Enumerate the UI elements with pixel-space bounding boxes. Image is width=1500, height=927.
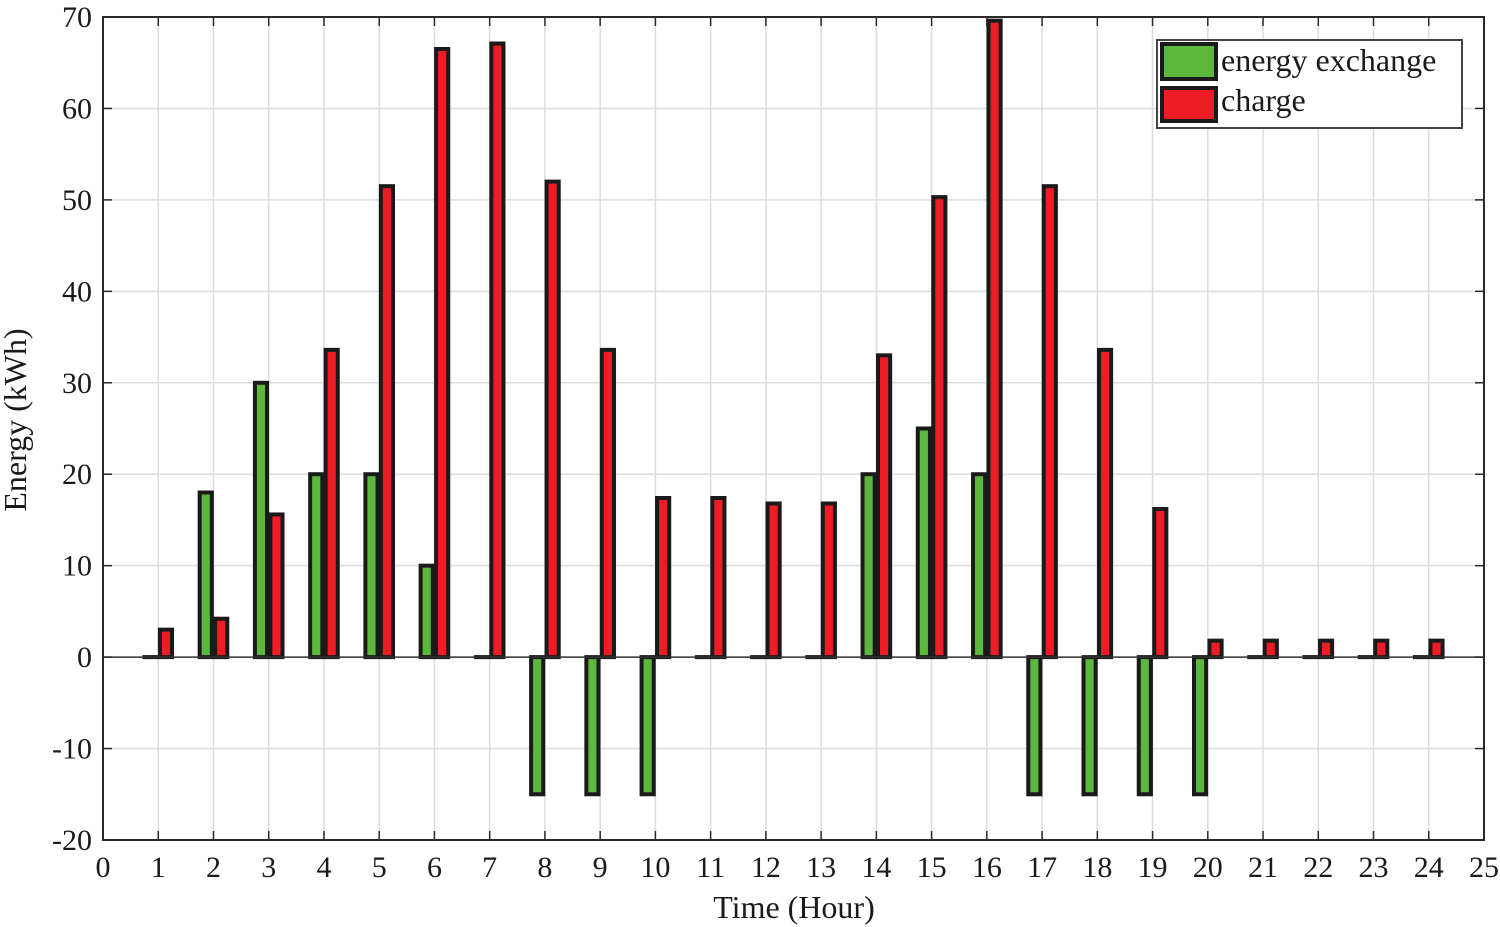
bar-energy-exchange-hour-20 [1191, 655, 1209, 797]
bar-energy-exchange-hour-2 [197, 490, 214, 660]
bar-charge-hour-1 [157, 627, 175, 660]
bar-charge-hour-22 [1317, 638, 1335, 660]
bar-charge-hour-15 [931, 195, 948, 660]
y-tick-label: 60 [62, 92, 92, 125]
bar-charge-hour-23 [1373, 638, 1390, 660]
bar-energy-exchange-hour-16 [971, 472, 988, 660]
bar-charge-hour-5 [378, 184, 396, 660]
grid-lines [102, 16, 1485, 841]
x-axis-label: Time (Hour) [713, 889, 874, 925]
x-tick-label: 7 [482, 851, 497, 884]
legend-label-charge: charge [1221, 82, 1306, 118]
bar-charge-hour-6 [434, 47, 451, 660]
y-tick-label: 10 [62, 550, 92, 583]
legend-label-energy-exchange: energy exchange [1221, 42, 1436, 78]
y-tick-label: 40 [62, 275, 92, 308]
bar-energy-exchange-hour-19 [1136, 655, 1153, 797]
legend: energy exchange charge [1156, 39, 1463, 129]
bar-charge-hour-11 [710, 495, 727, 660]
bar-energy-exchange-hour-5 [363, 472, 380, 660]
bar-energy-exchange-hour-4 [308, 472, 325, 660]
x-tick-label: 25 [1469, 851, 1499, 884]
y-tick-label: 20 [62, 458, 92, 491]
x-tick-label: 24 [1414, 851, 1444, 884]
x-tick-label: 10 [640, 851, 670, 884]
y-axis-label: Energy (kWh) [0, 328, 33, 511]
legend-swatch-energy-exchange [1160, 42, 1218, 81]
bar-charge-hour-8 [544, 179, 561, 660]
x-tick-label: 22 [1303, 851, 1333, 884]
x-tick-label: 23 [1359, 851, 1389, 884]
x-tick-label: 20 [1193, 851, 1223, 884]
x-tick-label: 5 [372, 851, 387, 884]
bar-charge-hour-2 [213, 616, 230, 660]
bar-charge-hour-19 [1152, 506, 1169, 660]
x-tick-label: 9 [593, 851, 608, 884]
plot-area-frame [102, 16, 1485, 841]
bar-energy-exchange-hour-14 [860, 472, 877, 660]
y-tick-label: -20 [52, 824, 92, 857]
bar-charge-hour-14 [876, 353, 893, 660]
x-tick-label: 8 [537, 851, 552, 884]
bar-energy-exchange-hour-15 [915, 426, 932, 660]
x-tick-label: 21 [1248, 851, 1278, 884]
bar-energy-exchange-hour-18 [1081, 655, 1098, 797]
legend-swatch-charge [1160, 86, 1218, 123]
bar-charge-hour-24 [1428, 638, 1445, 660]
x-tick-label: 4 [316, 851, 331, 884]
x-tick-label: 15 [917, 851, 947, 884]
x-tick-label: 14 [861, 851, 891, 884]
x-tick-label: 2 [206, 851, 221, 884]
bar-charge-hour-13 [820, 501, 837, 660]
bars [142, 18, 1445, 797]
axis-ticks [102, 16, 1485, 841]
bar-charge-hour-21 [1262, 638, 1279, 660]
bar-charge-hour-18 [1096, 347, 1114, 660]
bar-energy-exchange-hour-17 [1026, 655, 1043, 797]
bar-charge-hour-4 [323, 347, 340, 660]
bar-charge-hour-16 [986, 18, 1003, 660]
x-tick-label: 1 [151, 851, 166, 884]
y-tick-label: 50 [62, 184, 92, 217]
bar-energy-exchange-hour-6 [418, 563, 435, 660]
bar-charge-hour-9 [599, 347, 616, 660]
bar-charge-hour-10 [655, 495, 672, 660]
x-tick-label: 0 [96, 851, 111, 884]
x-tick-label: 17 [1027, 851, 1057, 884]
bar-charge-hour-3 [268, 512, 285, 660]
bar-charge-hour-20 [1207, 638, 1224, 660]
x-tick-label: 16 [972, 851, 1002, 884]
x-tick-label: 12 [751, 851, 781, 884]
x-tick-label: 13 [806, 851, 836, 884]
bar-charge-hour-17 [1041, 184, 1058, 660]
x-tick-label: 11 [696, 851, 725, 884]
bar-energy-exchange-hour-8 [529, 655, 546, 797]
y-tick-label: 0 [77, 641, 92, 674]
x-tick-label: 19 [1138, 851, 1168, 884]
y-tick-label: 30 [62, 367, 92, 400]
bar-energy-exchange-hour-10 [639, 655, 656, 797]
y-tick-label: -10 [52, 733, 92, 766]
bar-energy-exchange-hour-3 [252, 380, 270, 660]
bar-energy-exchange-hour-9 [584, 655, 601, 797]
x-tick-label: 18 [1082, 851, 1112, 884]
bar-charge-hour-12 [765, 501, 782, 660]
x-tick-label: 6 [427, 851, 442, 884]
tick-labels: 0 1 2 3 4 5 6 7 8 9 10 11 12 13 14 15 16 17 18 19 20 21 22 23 24… [52, 1, 1499, 884]
y-tick-label: 70 [62, 1, 92, 34]
bar-charge-hour-7 [489, 41, 506, 660]
x-tick-label: 3 [261, 851, 276, 884]
